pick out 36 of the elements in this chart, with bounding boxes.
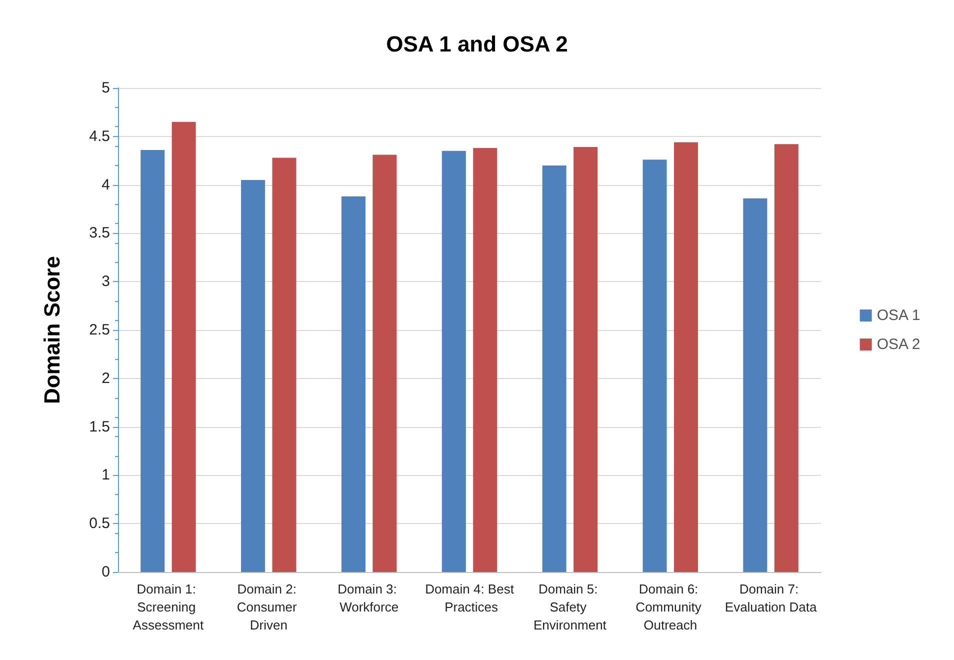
- bar: [743, 198, 768, 572]
- bar: [774, 144, 798, 572]
- y-axis-title: Domain Score: [40, 256, 64, 404]
- bar: [642, 160, 667, 572]
- bar: [542, 165, 566, 572]
- x-tick-label: Domain 4: Best Practices: [425, 582, 514, 614]
- y-tick-label: 2: [102, 370, 110, 387]
- bar: [140, 150, 165, 572]
- y-tick-label: 1: [102, 466, 110, 484]
- x-tick-label: Domain 2: Consumer Driven: [236, 582, 300, 632]
- x-tick-label: Domain 5: Safety Environment: [533, 582, 607, 632]
- bar: [442, 150, 466, 572]
- bar: [574, 147, 598, 572]
- x-tick-label: Domain 6: Community Outreach: [636, 582, 706, 632]
- chart-title: OSA 1 and OSA 2: [386, 32, 568, 56]
- legend-label: OSA 1: [876, 307, 920, 324]
- y-tick-label: 5: [102, 80, 110, 96]
- x-tick-label: Domain 3: Workforce: [338, 582, 401, 614]
- x-tick-label: Domain 1: Screening Assessment: [132, 582, 204, 632]
- legend-label: OSA 2: [876, 336, 920, 353]
- bar: [341, 196, 366, 572]
- bar: [272, 158, 296, 572]
- x-tick-label: Domain 7: Evaluation Data: [724, 582, 818, 614]
- y-tick-label: 0: [102, 564, 110, 580]
- y-tick-label: 0.5: [89, 515, 110, 532]
- y-tick-label: 1.5: [89, 418, 110, 436]
- bar: [241, 180, 266, 572]
- y-tick-label: 3.5: [89, 224, 110, 242]
- y-tick-label: 3: [102, 273, 110, 290]
- bar: [372, 154, 397, 572]
- bar: [674, 142, 698, 572]
- y-tick-label: 4: [102, 176, 110, 194]
- bar: [473, 148, 498, 572]
- bar: [172, 122, 196, 572]
- y-tick-label: 2.5: [89, 322, 110, 338]
- y-tick-label: 4.5: [89, 128, 110, 145]
